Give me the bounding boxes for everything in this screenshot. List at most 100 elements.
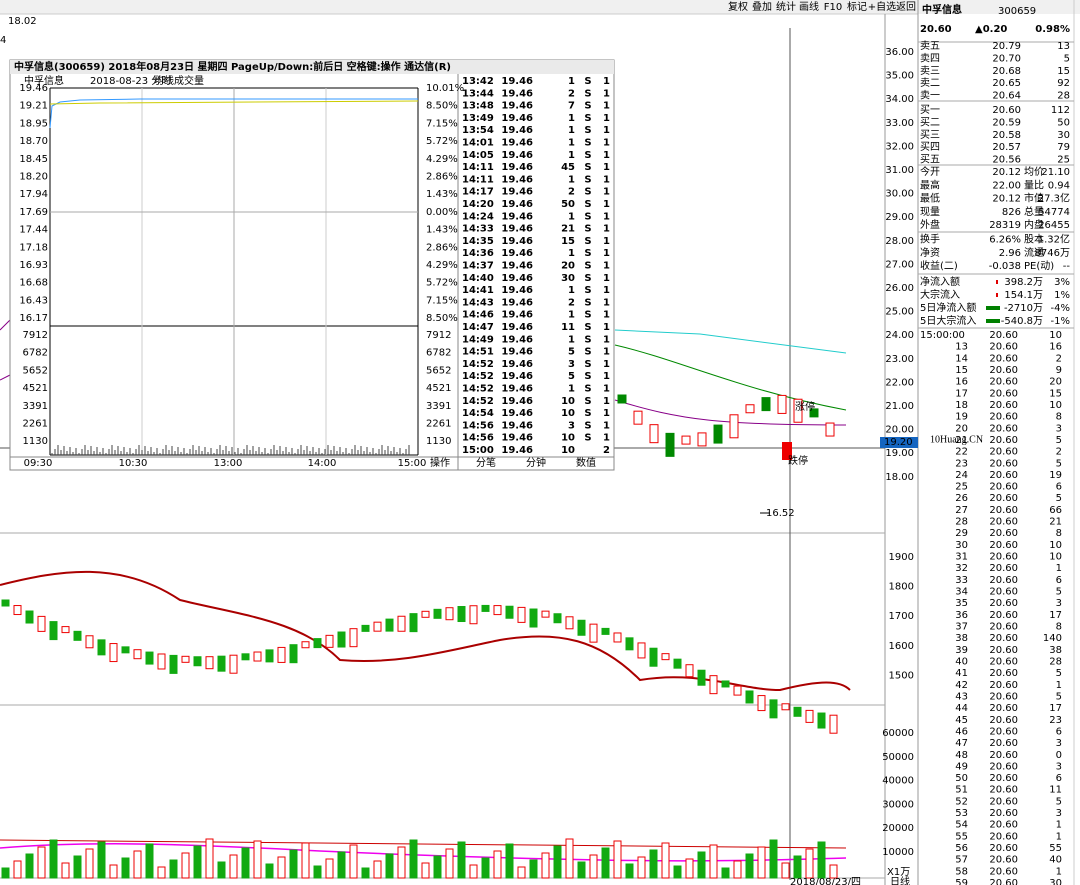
popup-trade-cell: 14:36 <box>462 248 494 259</box>
toolbar-button[interactable]: 标记 <box>847 1 867 13</box>
limit-down: 跌停 <box>788 454 808 467</box>
popup-tab[interactable]: 操作 <box>430 456 450 469</box>
tick-time: 22 <box>955 447 968 458</box>
tick-volume: 28 <box>1049 656 1062 667</box>
tick-time: 19 <box>955 412 968 423</box>
popup-trade-cell: 1 <box>603 297 610 308</box>
index-candle <box>565 616 574 630</box>
toolbar-button[interactable]: 复权 <box>728 0 748 13</box>
toolbar-button[interactable]: 返回 <box>896 1 916 13</box>
popup-trade-cell: 1 <box>603 88 610 99</box>
tick-time: 14 <box>955 353 968 364</box>
order-volume: 13 <box>1057 41 1070 52</box>
popup-price-tick: 17.69 <box>19 207 48 218</box>
volume-bar <box>373 860 382 879</box>
popup-pct-tick: 7.15% <box>426 118 458 129</box>
index-candle <box>397 615 406 632</box>
popup-trade-cell: S <box>584 211 591 222</box>
popup-trade-cell: 19.46 <box>501 187 533 198</box>
tick-time: 53 <box>955 808 968 819</box>
index-candle <box>277 646 286 663</box>
popup-time-tick: 14:00 <box>308 458 337 469</box>
toolbar-button[interactable]: F10 <box>824 2 842 13</box>
popup-trade-cell: 19.46 <box>501 396 533 407</box>
popup-trade-cell: 19.46 <box>501 322 533 333</box>
volume-bar <box>433 855 442 879</box>
index-candle <box>577 619 586 636</box>
popup-trade-cell: 19.46 <box>501 150 533 161</box>
volume-bar <box>721 867 730 879</box>
popup-trade-cell: 1 <box>603 359 610 370</box>
toolbar-button[interactable]: 画线 <box>799 0 819 13</box>
index-candle <box>61 626 70 634</box>
tick-volume: 2 <box>1056 353 1062 364</box>
toolbar-button[interactable]: +自选 <box>868 0 896 13</box>
stat-value: 21.10 <box>1041 167 1070 178</box>
volume-bar <box>241 847 250 879</box>
popup-price-tick: 17.94 <box>19 189 48 200</box>
popup-trade-cell: 1 <box>568 285 575 296</box>
popup-vol-tick-right: 2261 <box>426 419 451 430</box>
popup-trade-cell: 2 <box>568 187 575 198</box>
index-candle <box>769 699 778 719</box>
index-candle <box>361 624 370 632</box>
popup-trade-cell: 1 <box>603 199 610 210</box>
tick-volume: 9 <box>1056 365 1062 376</box>
volume-bar <box>541 852 550 879</box>
flow-value: -540.8万 <box>1001 316 1043 327</box>
index-candle <box>649 647 658 667</box>
volume-bar <box>385 853 394 879</box>
flow-pct: 1% <box>1054 290 1070 301</box>
volume-bar <box>517 866 526 879</box>
volume-bar <box>397 846 406 879</box>
popup-tab[interactable]: 数值 <box>576 456 596 469</box>
toolbar-button[interactable]: 叠加 <box>752 1 772 13</box>
tick-price: 20.60 <box>989 656 1018 667</box>
popup-trade-cell: 1 <box>603 408 610 419</box>
tick-volume: 1 <box>1056 831 1062 842</box>
stat-value: 54774 <box>1038 207 1070 218</box>
popup-trade-cell: S <box>584 261 591 272</box>
date-label: 2018/08/23/四 <box>790 877 861 885</box>
popup-trade-cell: 11 <box>561 322 575 333</box>
volume-bar <box>793 855 802 879</box>
stat-label: PE(动) <box>1024 260 1054 272</box>
toolbar-button[interactable]: 统计 <box>776 0 796 13</box>
popup-trade-cell: 14:11 <box>462 174 494 185</box>
popup-trade-cell: 19.46 <box>501 433 533 444</box>
tick-price: 20.60 <box>989 622 1018 633</box>
popup-trade-cell: S <box>584 359 591 370</box>
stat-value: -- <box>1063 261 1071 272</box>
popup-subtitle[interactable]: 均线 <box>154 74 174 87</box>
popup-trade-cell: 19.46 <box>501 285 533 296</box>
stat-label: 总量 <box>1024 205 1044 218</box>
tick-volume: 140 <box>1043 633 1062 644</box>
tick-volume: 3 <box>1056 738 1062 749</box>
popup-trade-cell: 1 <box>603 273 610 284</box>
popup-trade-cell: 1 <box>603 236 610 247</box>
index-candle <box>121 646 130 654</box>
top-left-price: 18.02 <box>8 16 37 27</box>
popup-tab[interactable]: 分笔 <box>476 456 496 469</box>
tick-volume: 6 <box>1056 575 1062 586</box>
popup-trade-cell: 1 <box>568 138 575 149</box>
index-candle <box>661 653 670 661</box>
tick-volume: 2 <box>1056 447 1062 458</box>
popup-tab[interactable]: 分钟 <box>526 456 546 469</box>
popup-vol-tick: 2261 <box>23 419 48 430</box>
tick-time: 23 <box>955 458 968 469</box>
popup-pct-tick: 2.86% <box>426 242 458 253</box>
popup-subtitle[interactable]: 成交量 <box>174 74 204 87</box>
popup-trade-cell: 19.46 <box>501 174 533 185</box>
index-candle <box>733 685 742 696</box>
popup-trade-cell: 10 <box>561 433 575 444</box>
tick-time: 52 <box>955 796 968 807</box>
popup-trade-cell: 1 <box>603 150 610 161</box>
index-candle <box>457 606 466 623</box>
stat-value: 20.12 <box>992 194 1021 205</box>
index-candle <box>229 654 238 674</box>
flow-label: 净流入额 <box>920 275 960 288</box>
index-candle <box>85 635 94 649</box>
price-axis-label: 33.00 <box>885 118 914 129</box>
